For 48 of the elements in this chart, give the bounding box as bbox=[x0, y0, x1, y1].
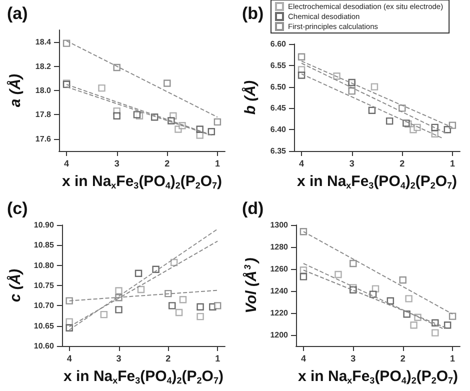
chart-title: (a) bbox=[7, 4, 28, 23]
y-tick-label: 18.0 bbox=[35, 86, 52, 95]
y-axis-title: b (Å) bbox=[241, 80, 259, 115]
y-tick-label: 6.35 bbox=[270, 146, 287, 156]
y-tick-label: 10.70 bbox=[34, 301, 54, 310]
x-tick-label: 1 bbox=[450, 354, 456, 364]
x-tick-label: 4 bbox=[66, 354, 72, 364]
x-tick-label: 3 bbox=[116, 354, 122, 364]
y-tick-label: 18.4 bbox=[35, 38, 52, 47]
y-tick-label: 18.2 bbox=[35, 62, 52, 71]
y-tick-label: 10.65 bbox=[34, 321, 54, 330]
y-tick-label: 1280 bbox=[270, 242, 289, 252]
y-tick-label: 6.50 bbox=[270, 82, 287, 92]
x-tick-label: 2 bbox=[400, 158, 405, 168]
y-axis-title: a (Å) bbox=[6, 74, 24, 108]
x-tick-label: 4 bbox=[64, 158, 70, 168]
x-tick-label: 1 bbox=[215, 354, 220, 364]
y-tick-label: 1200 bbox=[270, 330, 289, 340]
x-tick-label: 3 bbox=[349, 158, 354, 168]
y-tick-label: 1300 bbox=[270, 220, 289, 230]
y-tick-label: 10.60 bbox=[34, 342, 54, 350]
y-tick-label: 1240 bbox=[270, 286, 289, 296]
y-tick-label: 17.8 bbox=[35, 110, 52, 120]
y-tick-label: 6.45 bbox=[270, 104, 287, 113]
y-tick-label: 10.90 bbox=[34, 220, 54, 230]
y-tick-label: 10.85 bbox=[34, 240, 54, 250]
y-tick-label: 1260 bbox=[270, 264, 289, 274]
x-tick-label: 3 bbox=[114, 158, 120, 168]
y-axis-title: c (Å) bbox=[6, 268, 24, 302]
x-tick-label: 3 bbox=[350, 354, 356, 364]
y-tick-label: 10.80 bbox=[34, 260, 54, 270]
chart-title: (c) bbox=[7, 199, 28, 218]
x-tick-label: 4 bbox=[299, 158, 304, 168]
y-tick-label: 6.60 bbox=[270, 40, 287, 48]
y-axis-title: Vol (Å3) bbox=[242, 258, 260, 314]
y-tick-label: 10.75 bbox=[34, 281, 54, 290]
x-tick-label: 2 bbox=[400, 354, 406, 364]
x-tick-label: 1 bbox=[450, 158, 455, 168]
chart-title: (b) bbox=[242, 4, 264, 23]
y-tick-label: 1220 bbox=[270, 308, 289, 318]
y-tick-label: 17.6 bbox=[35, 134, 52, 144]
x-tick-label: 2 bbox=[164, 158, 170, 168]
chart-title: (d) bbox=[242, 199, 264, 218]
x-tick-label: 2 bbox=[166, 354, 171, 364]
y-tick-label: 6.55 bbox=[270, 60, 287, 70]
x-tick-label: 1 bbox=[214, 158, 220, 168]
y-tick-label: 6.40 bbox=[270, 125, 287, 134]
x-tick-label: 4 bbox=[300, 354, 306, 364]
